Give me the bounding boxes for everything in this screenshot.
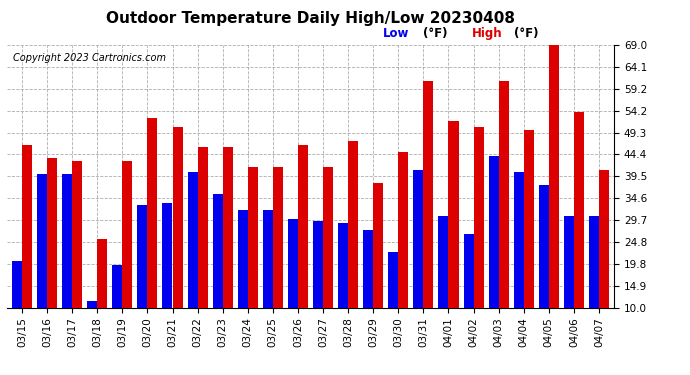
- Bar: [448, 121, 459, 308]
- Bar: [238, 210, 248, 308]
- Bar: [574, 112, 584, 308]
- Bar: [348, 141, 358, 308]
- Bar: [37, 174, 47, 308]
- Bar: [323, 167, 333, 308]
- Bar: [47, 159, 57, 308]
- Bar: [263, 210, 273, 308]
- Bar: [112, 265, 122, 308]
- Bar: [539, 185, 549, 308]
- Bar: [122, 160, 132, 308]
- Bar: [298, 145, 308, 308]
- Bar: [223, 147, 233, 308]
- Bar: [197, 147, 208, 308]
- Text: (°F): (°F): [423, 27, 447, 40]
- Bar: [148, 118, 157, 308]
- Bar: [172, 127, 183, 308]
- Bar: [549, 45, 559, 308]
- Bar: [438, 216, 449, 308]
- Text: Copyright 2023 Cartronics.com: Copyright 2023 Cartronics.com: [13, 53, 166, 63]
- Text: High: High: [471, 27, 502, 40]
- Text: (°F): (°F): [514, 27, 538, 40]
- Bar: [413, 170, 424, 308]
- Bar: [499, 81, 509, 308]
- Bar: [248, 167, 258, 308]
- Bar: [398, 152, 408, 308]
- Bar: [514, 172, 524, 308]
- Bar: [213, 194, 223, 308]
- Bar: [599, 170, 609, 308]
- Bar: [288, 219, 298, 308]
- Bar: [473, 127, 484, 308]
- Bar: [373, 183, 383, 308]
- Bar: [464, 234, 473, 308]
- Bar: [424, 81, 433, 308]
- Bar: [22, 145, 32, 308]
- Bar: [338, 223, 348, 308]
- Bar: [87, 301, 97, 307]
- Bar: [363, 230, 373, 308]
- Bar: [273, 167, 283, 308]
- Bar: [97, 238, 107, 308]
- Bar: [564, 216, 574, 308]
- Bar: [137, 205, 148, 308]
- Text: Low: Low: [384, 27, 410, 40]
- Bar: [489, 156, 499, 308]
- Bar: [62, 174, 72, 308]
- Bar: [589, 216, 599, 308]
- Bar: [313, 221, 323, 308]
- Bar: [388, 252, 398, 308]
- Bar: [188, 172, 197, 308]
- Bar: [12, 261, 22, 308]
- Bar: [72, 160, 82, 308]
- Bar: [524, 129, 534, 308]
- Text: Outdoor Temperature Daily High/Low 20230408: Outdoor Temperature Daily High/Low 20230…: [106, 11, 515, 26]
- Bar: [162, 203, 172, 308]
